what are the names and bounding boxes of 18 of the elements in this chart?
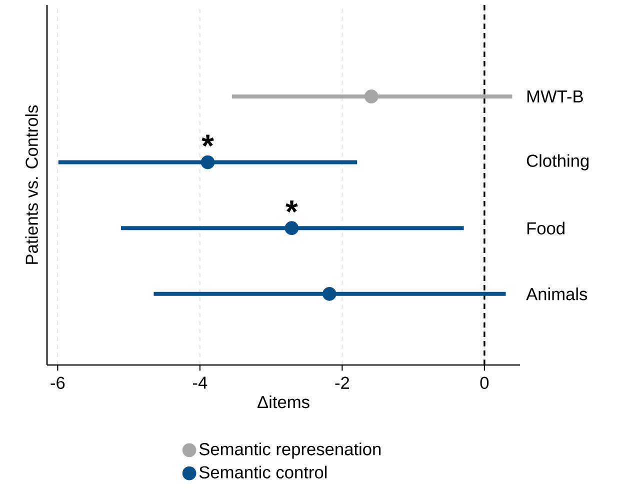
point [200,155,215,170]
point [322,286,336,301]
y-axis-title: Patients vs. Controls [25,105,38,264]
x-tick-label: -2 [335,376,350,389]
annotation: * [286,200,298,212]
annotation: * [202,134,214,147]
y-tick-label: Clothing [526,154,589,170]
legend-label: Semantic control [199,466,327,478]
point [284,221,299,236]
y-tick-label: Food [527,222,564,234]
x-tick-label: -4 [193,376,208,389]
x-tick-label: 0 [480,376,489,389]
x-axis-title: Δitems [258,395,310,408]
y-tick-label: Animals [526,288,588,300]
x-tick-label: -6 [50,376,65,389]
legend-label: Semantic represenation [199,442,381,459]
y-tick-label: MWT-B [527,90,583,102]
point [364,90,378,104]
